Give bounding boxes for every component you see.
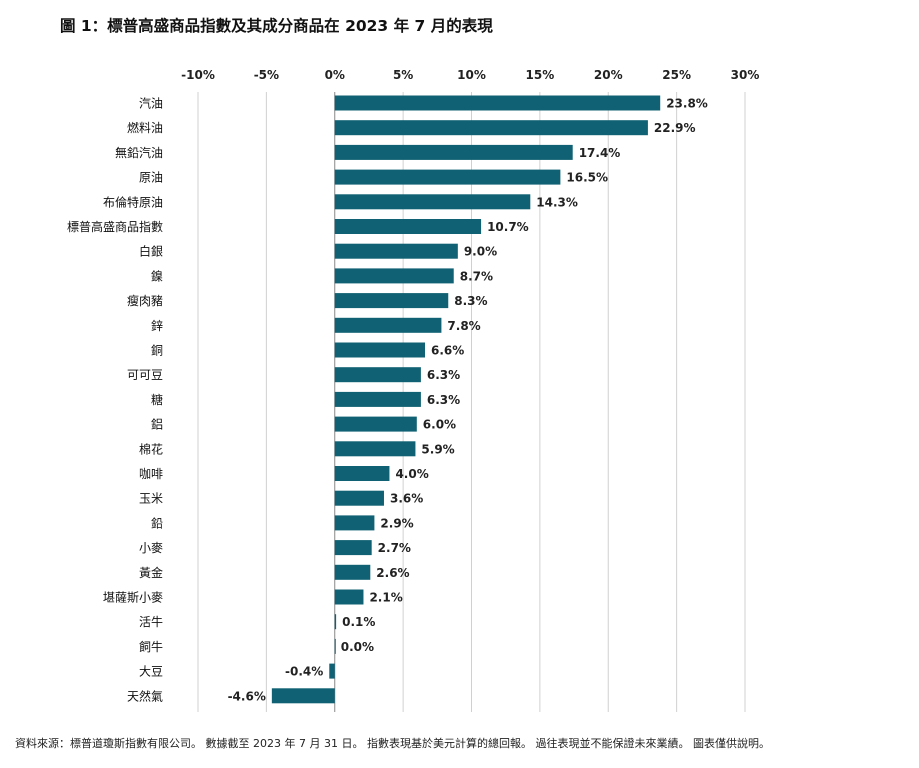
bar <box>335 565 371 580</box>
bar <box>335 120 648 135</box>
category-label: 鎳 <box>151 268 163 283</box>
bar <box>335 194 531 209</box>
bar <box>335 219 481 234</box>
value-label: 6.6% <box>431 344 464 358</box>
bar <box>335 417 417 432</box>
value-label: 10.7% <box>487 220 529 234</box>
bar <box>335 590 364 605</box>
bar <box>335 515 375 530</box>
bar <box>335 614 336 629</box>
gridlines <box>198 92 745 712</box>
bar <box>335 441 416 456</box>
bars <box>272 96 660 704</box>
bar <box>335 343 425 358</box>
category-label: 鋁 <box>151 418 163 432</box>
x-tick-label: 0% <box>325 68 345 82</box>
value-label: 5.9% <box>421 442 454 456</box>
value-label: 4.0% <box>395 467 428 481</box>
category-label: 堪薩斯小麥 <box>103 591 163 605</box>
bar <box>335 491 384 506</box>
value-label: 8.3% <box>454 294 487 308</box>
category-label: 白銀 <box>139 244 163 259</box>
category-label: 玉米 <box>139 492 163 506</box>
bar <box>335 145 573 160</box>
category-label: 天然氣 <box>127 688 163 703</box>
x-tick-label: 15% <box>526 68 555 82</box>
value-label: 3.6% <box>390 492 423 506</box>
category-label: 銅 <box>151 344 163 358</box>
category-label: 飼牛 <box>139 639 163 654</box>
x-tick-label: -5% <box>254 68 279 82</box>
category-label: 可可豆 <box>127 368 163 382</box>
bar <box>335 466 390 481</box>
category-label: 糖 <box>151 392 163 407</box>
value-label: 14.3% <box>536 195 578 209</box>
bar <box>335 639 336 654</box>
bar <box>335 170 561 185</box>
value-label: 7.8% <box>447 319 480 333</box>
category-label: 布倫特原油 <box>103 194 163 209</box>
category-label: 黃金 <box>139 565 163 580</box>
value-label: -0.4% <box>285 665 323 679</box>
bar <box>335 540 372 555</box>
bar <box>335 268 454 283</box>
value-labels: 23.8% 22.9% 17.4% 16.5% 14.3% 10.7% 9.0% 8.7% 8.… <box>228 97 708 704</box>
category-label: 標普高盛商品指數 <box>67 219 163 234</box>
value-label: 2.7% <box>378 541 411 555</box>
value-label: 6.0% <box>423 418 456 432</box>
value-label: 17.4% <box>579 146 621 160</box>
value-label: 2.1% <box>369 591 402 605</box>
value-label: 22.9% <box>654 121 696 135</box>
bar <box>329 664 334 679</box>
x-axis-ticks: -10% -5% 0% 5% 10% 15% 20% 25% 30% <box>181 68 759 82</box>
category-label: 原油 <box>139 171 163 185</box>
x-tick-label: 30% <box>731 68 760 82</box>
category-label: 汽油 <box>139 96 163 111</box>
value-label: 2.9% <box>380 516 413 530</box>
value-label: 0.0% <box>341 640 374 654</box>
value-label: 9.0% <box>464 245 497 259</box>
value-label: 16.5% <box>566 171 608 185</box>
bar <box>335 367 421 382</box>
value-label: 23.8% <box>666 97 708 111</box>
x-tick-label: 10% <box>457 68 486 82</box>
category-label: 棉花 <box>139 441 163 456</box>
category-label: 鋅 <box>151 318 163 333</box>
value-label: -4.6% <box>228 689 266 703</box>
x-tick-label: -10% <box>181 68 215 82</box>
category-label: 小麥 <box>139 541 163 555</box>
category-label: 鉛 <box>151 516 163 530</box>
bar <box>335 96 660 111</box>
category-labels: 汽油燃料油無鉛汽油原油布倫特原油標普高盛商品指數白銀鎳瘦肉豬鋅銅可可豆糖鋁棉花咖… <box>67 96 163 704</box>
bar <box>335 293 449 308</box>
value-label: 6.3% <box>427 393 460 407</box>
category-label: 活牛 <box>139 614 163 629</box>
value-label: 0.1% <box>342 615 375 629</box>
value-label: 2.6% <box>376 566 409 580</box>
bar <box>272 688 335 703</box>
category-label: 大豆 <box>139 665 163 679</box>
value-label: 8.7% <box>460 269 493 283</box>
bar <box>335 318 442 333</box>
value-label: 6.3% <box>427 368 460 382</box>
bar <box>335 392 421 407</box>
x-tick-label: 20% <box>594 68 623 82</box>
bar-chart: -10% -5% 0% 5% 10% 15% 20% 25% 30% 汽油燃料油無鉛汽油原油布倫… <box>0 0 919 730</box>
x-tick-label: 5% <box>393 68 413 82</box>
x-tick-label: 25% <box>662 68 691 82</box>
footnote: 資料來源：標普道瓊斯指數有限公司。 數據截至 2023 年 7 月 31 日。 … <box>15 735 770 751</box>
category-label: 咖啡 <box>139 466 163 481</box>
category-label: 無鉛汽油 <box>115 145 163 160</box>
category-label: 燃料油 <box>127 120 163 135</box>
bar <box>335 244 458 259</box>
category-label: 瘦肉豬 <box>127 293 163 308</box>
